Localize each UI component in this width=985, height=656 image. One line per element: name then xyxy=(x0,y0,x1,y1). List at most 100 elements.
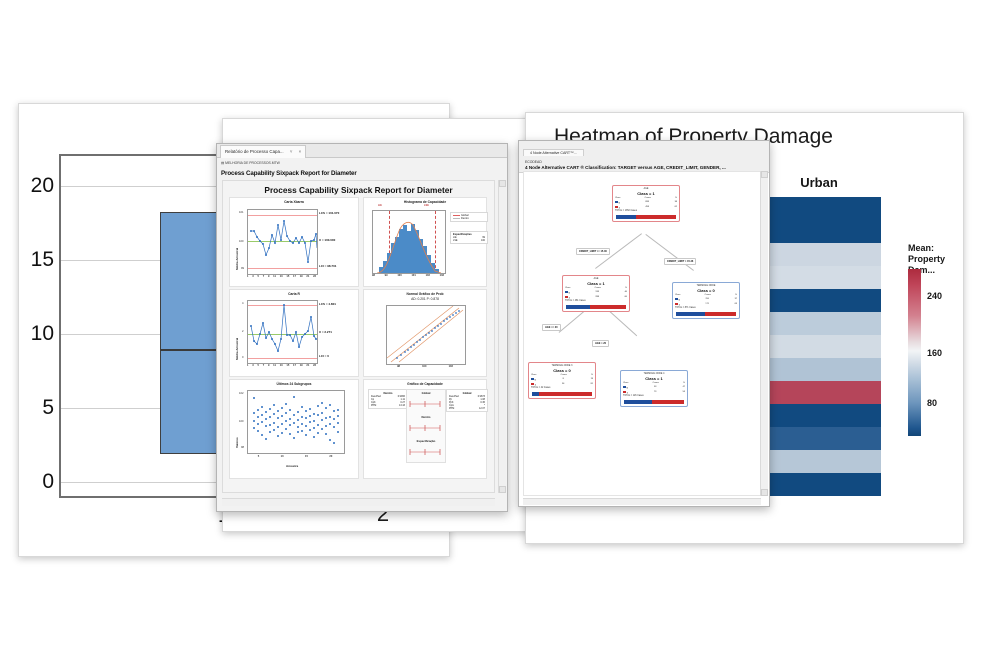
xbar-lcl-line xyxy=(248,268,317,269)
node-distribution-bar xyxy=(623,399,685,405)
legend-tick-80: 80 xyxy=(927,398,938,408)
cart-vertical-scrollbar[interactable] xyxy=(760,171,768,496)
histogram-plot-area xyxy=(372,210,446,274)
node-table-row: 0 8 19 xyxy=(531,377,593,382)
node-class-label: Class = 0 xyxy=(697,287,715,293)
r-chart: Carta R Média Amostral 4 2 0 xyxy=(229,289,359,377)
node-table-header: Class Cases % xyxy=(615,196,677,199)
node-table-row: 0 193 40 xyxy=(565,290,627,295)
legend-gradient-bar xyxy=(908,269,921,436)
lse-spec-line xyxy=(435,211,437,273)
heatmap-cell xyxy=(768,266,881,289)
heatmap-cell xyxy=(768,358,881,381)
scroll-up-button[interactable] xyxy=(499,180,506,187)
node-table-header: Class Cases % xyxy=(565,286,627,289)
cart-heading: 4 Node Alternative CART ® Classification… xyxy=(525,165,726,170)
node-table-row: 0 700 37 xyxy=(675,297,737,302)
lie-spec-line xyxy=(389,211,391,273)
node-split-variable: TERMINAL NODE 3 xyxy=(551,364,573,367)
tree-node-terminal[interactable]: TERMINAL NODE 4 Class = 1 Class Cases % … xyxy=(620,370,688,408)
xbar-center-line xyxy=(248,241,317,242)
interval-label-dentro: Dentro xyxy=(421,415,431,419)
tree-node[interactable]: AGE Class = 1 Class Cases % 0 193 40 1 2… xyxy=(562,275,630,313)
node-distribution-bar xyxy=(675,311,737,317)
node-table-row: 1 171 63 xyxy=(675,302,737,307)
legend-dentro: Dentro xyxy=(461,217,469,220)
node-table-row: 1 34 81 xyxy=(531,382,593,387)
node-class-label: Class = 1 xyxy=(587,280,605,286)
cart-window-tab[interactable]: 4 Node Alternative CART™... xyxy=(523,149,584,156)
capability-vertical-scrollbar[interactable] xyxy=(498,180,506,493)
tree-node-root[interactable]: AGE Class = 1 Class Cases % 0 893 38 1 4… xyxy=(612,185,680,223)
lastsub-y-axis-label: Valores xyxy=(235,437,239,448)
r-center-label: X = 2.271 xyxy=(319,330,332,334)
interval-label-especificacao: Especificação xyxy=(416,439,436,443)
node-total: TOTAL = 42 Cases xyxy=(531,387,551,390)
worksheet-breadcrumb: ▤ MELHORIA DE PROCESSOS.MTW xyxy=(217,158,507,169)
xbar-y-tick: 99 xyxy=(241,267,244,270)
spec-box-title: Especificações xyxy=(453,233,472,236)
xbar-lcl-label: LCI = 98.701 xyxy=(319,264,337,268)
window-tab[interactable]: Relatório de Processo Capa... ˅ × xyxy=(220,145,307,158)
node-class-label: Class = 1 xyxy=(637,190,655,196)
r-chart-title: Carta R xyxy=(288,292,300,296)
stat-row: PPM 13.43 xyxy=(371,404,405,407)
r-lcl-label: LCI = 0 xyxy=(319,354,329,358)
window-tab-label: Relatório de Processo Capa... xyxy=(225,149,284,154)
heatmap-cell xyxy=(768,404,881,427)
interval-label-global: Global xyxy=(421,391,431,395)
r-chart-y-axis-label: Média Amostral xyxy=(235,337,239,360)
xbar-ucl-label: LCS = 101.070 xyxy=(319,211,340,215)
heatmap-cell xyxy=(768,312,881,335)
cart-tree-canvas[interactable]: AGE Class = 1 Class Cases % 0 893 38 1 4… xyxy=(523,171,761,496)
node-distribution-bar xyxy=(565,304,627,310)
histogram-legend: Global Dentro xyxy=(450,212,488,222)
xbar-ucl-line xyxy=(248,215,317,216)
y-tick-20: 20 xyxy=(30,174,54,197)
scroll-down-button[interactable] xyxy=(761,489,768,496)
heatmap-cell xyxy=(768,473,881,496)
split-label: AGE > 20 xyxy=(592,340,610,347)
close-icon[interactable]: × xyxy=(298,149,302,154)
node-table-header: Class Cases % xyxy=(531,373,593,376)
node-class-label: Class = 0 xyxy=(553,367,571,373)
probplot-title: Normal Gráfico de Prob xyxy=(406,292,444,296)
capplot-title: Gráfico de Capacidade xyxy=(407,382,443,386)
tree-node-terminal[interactable]: TERMINAL NODE 3 Class = 0 Class Cases % … xyxy=(528,362,596,400)
scroll-down-button[interactable] xyxy=(499,486,506,493)
within-box-title: Dentro xyxy=(383,391,393,395)
cart-horizontal-scrollbar[interactable] xyxy=(523,498,761,505)
tree-node[interactable]: TERMINAL NODE Class = 0 Class Cases % 0 … xyxy=(672,282,740,320)
scroll-up-button[interactable] xyxy=(761,171,768,178)
stat-row: PpK 0.36 xyxy=(449,401,485,404)
xbar-center-label: X = 100.000 xyxy=(319,238,336,242)
r-y-tick: 0 xyxy=(242,356,244,359)
interval-bar-dentro xyxy=(409,425,441,431)
legend-title-line2: Property Dam... xyxy=(908,254,946,275)
lastsub-title: Últimos 24 Subgrupos xyxy=(276,382,312,386)
node-split-variable: AGE xyxy=(643,187,649,190)
r-y-tick: 2 xyxy=(242,330,244,333)
xbar-y-tick: 100 xyxy=(239,240,244,243)
histogram-bars xyxy=(376,221,442,273)
stat-row: CpK 0.27 xyxy=(371,401,405,404)
lastsub-y-tick: 100 xyxy=(239,420,244,423)
legend-tick-240: 240 xyxy=(927,291,943,301)
overall-stats-box: Global DesvPad 0.9873 Pp 1.08 PpK 0.36 Cpm *… xyxy=(446,389,488,412)
lastsub-x-ticks: 5 10 15 20 xyxy=(257,455,333,458)
lastsub-plot-area xyxy=(247,390,345,454)
y-tick-5: 5 xyxy=(42,396,54,419)
split-label: AGE <= 20 xyxy=(542,324,561,331)
histogram-spec-box: Especificações LIE 99 LSE 100 xyxy=(450,231,488,244)
r-plot-area xyxy=(247,300,318,364)
cart-breadcrumb: ECODEAD xyxy=(525,160,542,164)
cart-window[interactable]: 4 Node Alternative CART™... ECODEAD 4 No… xyxy=(518,140,770,507)
r-center-line xyxy=(248,334,317,335)
capability-horizontal-scrollbar[interactable] xyxy=(222,498,495,506)
chevron-down-icon[interactable]: ˅ xyxy=(289,149,293,154)
capability-window[interactable]: Relatório de Processo Capa... ˅ × ▤ MELH… xyxy=(216,143,508,512)
node-table-header: Class Cases % xyxy=(675,293,737,296)
node-table-row: 1 459 62 xyxy=(615,205,677,210)
node-table-row: 1 288 60 xyxy=(565,295,627,300)
